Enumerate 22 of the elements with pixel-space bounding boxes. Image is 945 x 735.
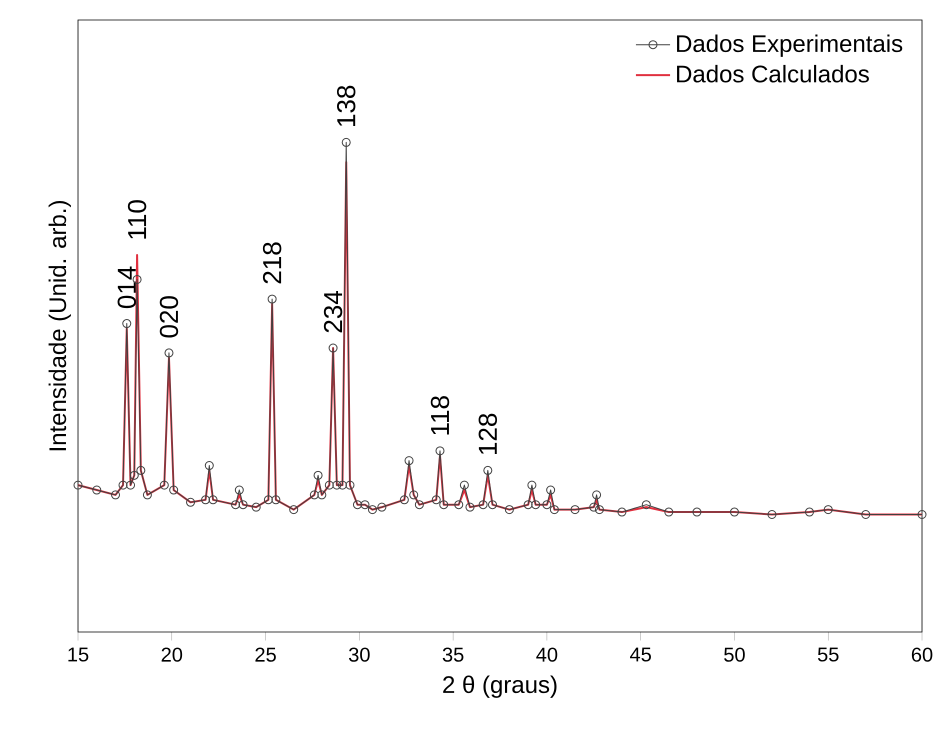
legend-label: Dados Experimentais <box>677 34 902 57</box>
x-tick-label: 20 <box>162 648 182 662</box>
x-axis-title: 2 θ (graus) <box>443 676 556 698</box>
annotation: 234 <box>324 291 342 332</box>
x-tick-label: 40 <box>536 648 558 662</box>
y-axis-title: Intensidade (Unid. arb.) <box>48 201 71 450</box>
annotation: 020 <box>160 296 178 338</box>
x-tick-label: 30 <box>348 648 370 662</box>
x-tick-label: 55 <box>818 648 839 662</box>
annotation: 128 <box>478 414 498 454</box>
x-tick-label: 45 <box>630 648 651 662</box>
annotation: 118 <box>430 396 450 434</box>
x-tick-label: 50 <box>724 648 745 662</box>
annotation: 110 <box>128 200 146 239</box>
x-tick-label: 35 <box>442 648 464 662</box>
x-tick-label: 15 <box>68 648 88 662</box>
x-tick-label: 25 <box>255 648 276 662</box>
annotation: 014 <box>118 266 136 308</box>
legend-label: Dados Calculados <box>677 64 869 83</box>
annotation: 138 <box>337 86 356 126</box>
x-tick-label: 60 <box>912 648 932 662</box>
annotation: 218 <box>262 242 282 284</box>
